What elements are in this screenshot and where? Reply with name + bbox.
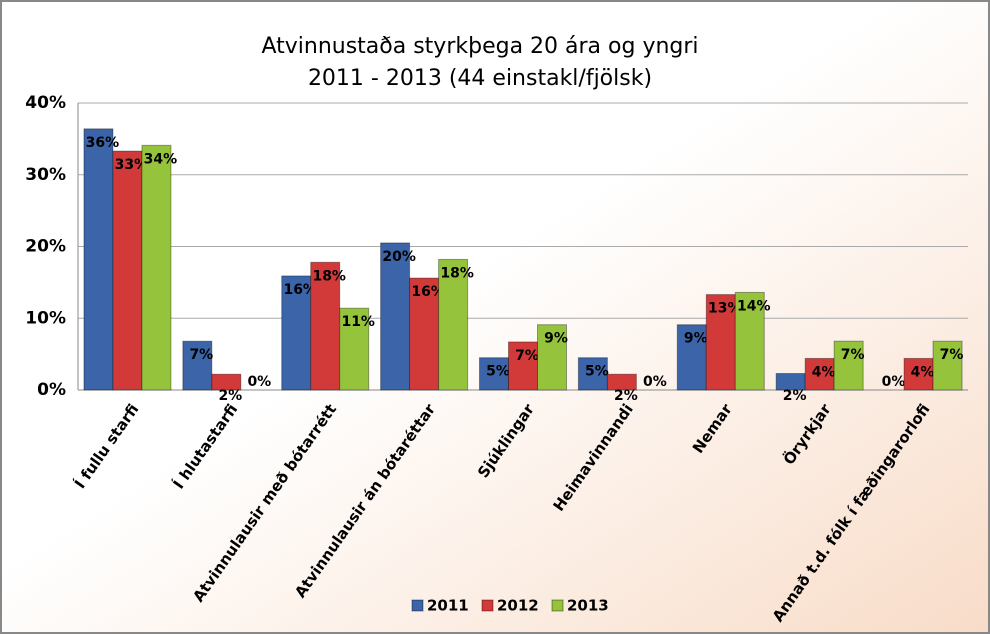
- legend-swatch: [481, 599, 494, 612]
- value-label: 34%: [144, 151, 178, 167]
- chart-title: Atvinnustaða styrkþega 20 ára og yngri: [261, 34, 698, 59]
- bar: [577, 357, 608, 391]
- legend-swatch: [551, 599, 564, 612]
- value-label: 7%: [841, 347, 865, 363]
- y-tick-label: 20%: [25, 237, 66, 257]
- value-label: 16%: [411, 284, 445, 300]
- bar: [83, 128, 114, 391]
- legend-label: 2012: [497, 597, 539, 615]
- y-tick-label: 30%: [25, 165, 66, 185]
- bar: [833, 340, 864, 391]
- bar: [182, 340, 213, 391]
- bar: [676, 324, 707, 391]
- value-label: 13%: [708, 301, 742, 317]
- value-label: 14%: [737, 298, 771, 314]
- value-label: 2%: [783, 388, 807, 404]
- y-tick-label: 0%: [37, 380, 66, 400]
- value-label: 7%: [189, 347, 213, 363]
- bar: [606, 373, 637, 391]
- bar: [141, 144, 172, 391]
- bar: [211, 373, 242, 391]
- bar: [734, 291, 765, 391]
- value-label: 18%: [312, 268, 346, 284]
- bar: [479, 357, 509, 391]
- value-label: 5%: [585, 364, 609, 380]
- chart-subtitle: 2011 - 2013 (44 einstakl/fjölsk): [308, 66, 652, 91]
- bar: [438, 258, 469, 391]
- value-label: 5%: [486, 364, 510, 380]
- value-label: 33%: [115, 157, 149, 173]
- value-label: 0%: [882, 374, 906, 390]
- legend-swatch: [411, 599, 424, 612]
- value-label: 0%: [247, 374, 271, 390]
- value-label: 36%: [86, 135, 120, 151]
- value-label: 16%: [283, 282, 317, 298]
- y-tick-label: 10%: [25, 308, 66, 328]
- bar: [705, 294, 736, 391]
- value-label: 11%: [341, 314, 375, 330]
- value-label: 2%: [614, 388, 638, 404]
- legend-label: 2013: [567, 597, 609, 615]
- bar: [537, 324, 567, 391]
- value-label: 4%: [911, 364, 935, 380]
- value-label: 2%: [218, 388, 242, 404]
- value-label: 7%: [515, 348, 539, 364]
- bar: [112, 150, 143, 391]
- value-label: 9%: [684, 331, 708, 347]
- bar: [281, 275, 312, 391]
- value-label: 20%: [382, 249, 416, 265]
- value-label: 18%: [440, 265, 474, 281]
- value-label: 7%: [940, 347, 964, 363]
- value-label: 0%: [643, 374, 667, 390]
- bar: [339, 307, 370, 391]
- bar: [380, 242, 411, 391]
- legend-label: 2011: [427, 597, 469, 615]
- value-label: 9%: [544, 331, 568, 347]
- value-label: 4%: [812, 364, 836, 380]
- y-tick-label: 40%: [25, 93, 66, 113]
- bar: [932, 340, 963, 391]
